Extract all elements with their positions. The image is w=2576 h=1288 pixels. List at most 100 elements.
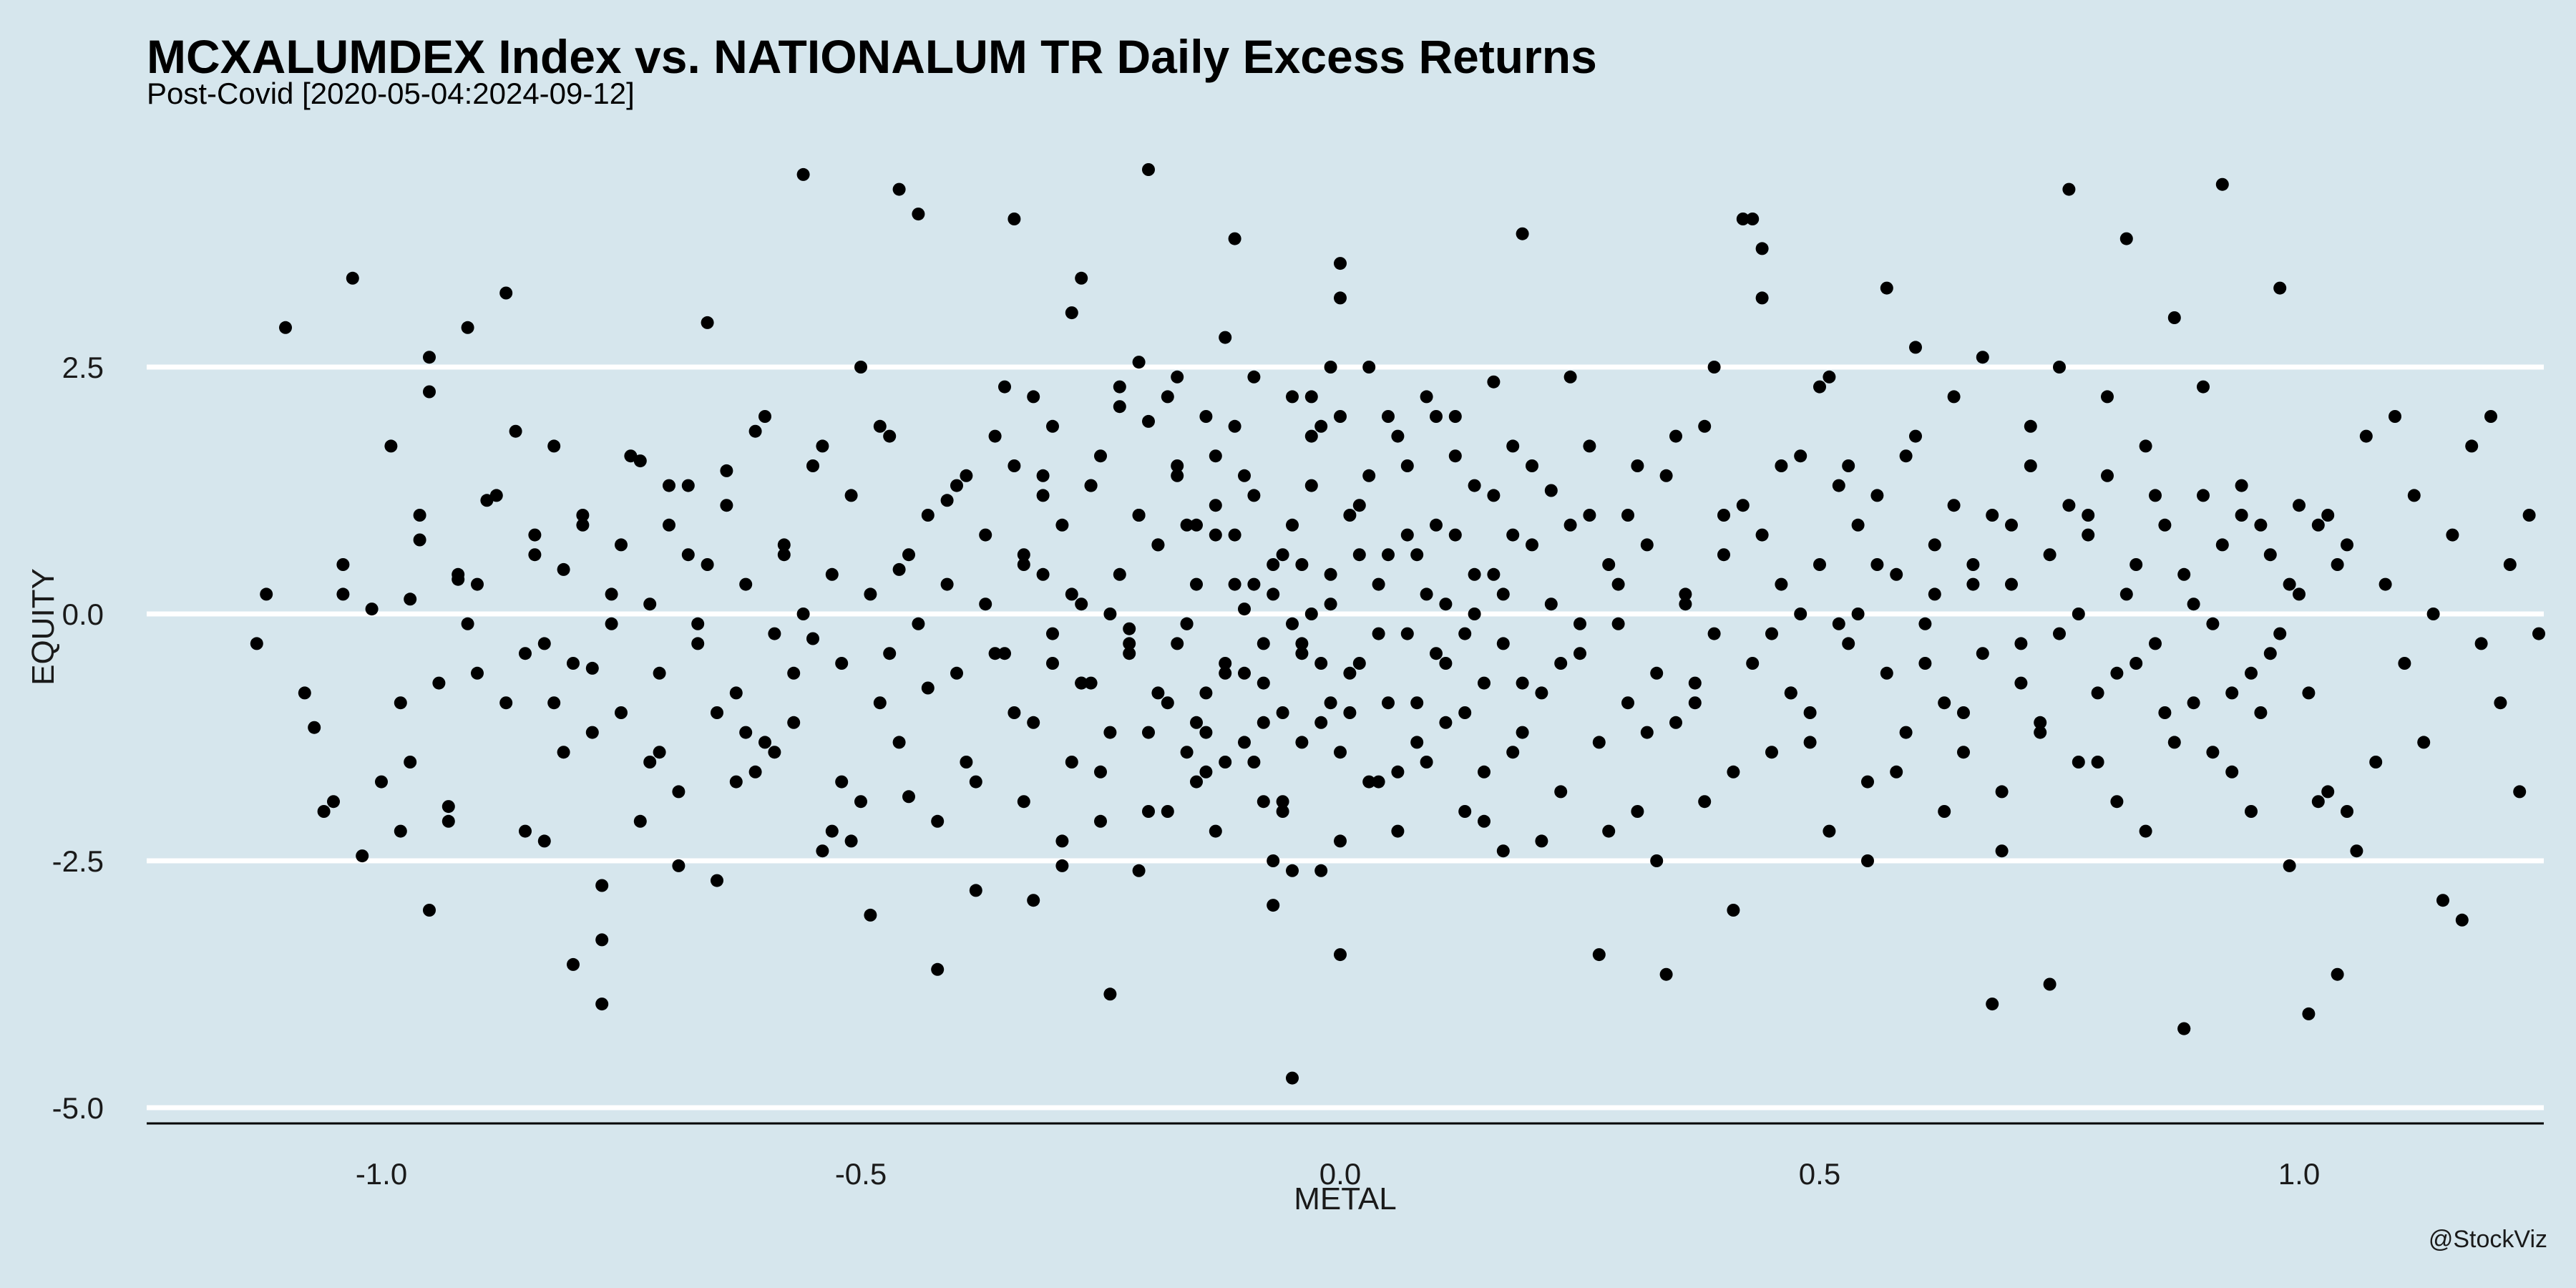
data-point — [2024, 419, 2037, 433]
data-point — [1430, 410, 1443, 423]
data-point — [2014, 637, 2028, 650]
data-point — [1755, 291, 1769, 305]
data-point — [2331, 558, 2344, 571]
data-point — [1439, 597, 1453, 611]
data-point — [1036, 469, 1050, 482]
data-point — [1506, 746, 1520, 759]
data-point — [681, 548, 695, 562]
data-point — [2072, 756, 2085, 769]
data-point — [1334, 746, 1347, 759]
data-point — [844, 489, 858, 502]
data-point — [1842, 637, 1855, 650]
data-point — [1487, 567, 1501, 581]
data-point — [1688, 696, 1702, 710]
data-point — [2014, 676, 2028, 690]
data-point — [2254, 518, 2268, 532]
data-point — [1267, 558, 1280, 571]
data-point — [528, 548, 542, 562]
data-point — [1055, 834, 1069, 848]
data-point — [1209, 449, 1222, 463]
data-point — [394, 824, 407, 838]
x-axis-title: METAL — [1294, 1181, 1396, 1216]
data-point — [1046, 627, 1059, 640]
data-point — [1736, 499, 1750, 512]
data-point — [1775, 577, 1788, 591]
data-point — [1420, 390, 1433, 404]
data-point — [2341, 538, 2353, 552]
data-point — [2043, 548, 2057, 562]
data-point — [1247, 489, 1261, 502]
data-point — [1755, 242, 1769, 255]
data-point — [1238, 602, 1251, 616]
data-point — [1286, 864, 1299, 877]
data-point — [2350, 844, 2363, 858]
data-point — [1142, 163, 1155, 176]
data-point — [2225, 686, 2239, 700]
data-point — [1324, 567, 1337, 581]
data-point — [1257, 637, 1270, 650]
data-point — [2321, 509, 2335, 522]
data-point — [1362, 361, 1376, 374]
data-point — [988, 647, 1002, 660]
data-point — [2417, 736, 2431, 749]
data-point — [1055, 859, 1069, 872]
data-point — [1813, 380, 1826, 394]
data-point — [1487, 489, 1501, 502]
data-point — [729, 775, 743, 789]
data-point — [394, 696, 407, 710]
data-point — [1746, 657, 1760, 670]
data-point — [1880, 666, 1893, 680]
data-point — [1151, 538, 1165, 552]
data-point — [2053, 627, 2066, 640]
data-point — [825, 824, 839, 838]
data-point — [1400, 528, 1414, 542]
data-point — [1382, 548, 1395, 562]
data-point — [2206, 746, 2220, 759]
data-point — [1075, 271, 1088, 285]
data-point — [1765, 627, 1778, 640]
data-point — [605, 617, 618, 630]
data-point — [864, 908, 877, 922]
data-point — [1947, 390, 1961, 404]
data-point — [643, 597, 657, 611]
data-point — [1372, 775, 1385, 789]
data-point — [892, 182, 906, 196]
data-point — [1563, 518, 1577, 532]
data-point — [1238, 469, 1251, 482]
data-point — [998, 380, 1011, 394]
data-point — [1458, 805, 1472, 818]
data-point — [2245, 805, 2258, 818]
data-point — [1592, 948, 1606, 962]
data-point — [1228, 232, 1241, 245]
data-point — [1478, 676, 1491, 690]
data-point — [1027, 390, 1040, 404]
data-point — [1343, 666, 1357, 680]
data-point — [1027, 716, 1040, 729]
data-point — [1352, 499, 1366, 512]
data-point — [441, 814, 455, 828]
data-point — [2293, 587, 2306, 601]
data-point — [1458, 627, 1472, 640]
data-point — [1506, 439, 1520, 453]
data-point — [672, 859, 686, 872]
data-point — [691, 637, 705, 650]
data-point — [2187, 597, 2200, 611]
data-point — [2311, 518, 2325, 532]
data-point — [1017, 558, 1030, 571]
data-point — [2024, 459, 2037, 472]
data-point — [2389, 410, 2401, 423]
data-point — [1611, 577, 1625, 591]
data-point — [701, 558, 714, 571]
data-point — [1228, 577, 1241, 591]
data-point — [1304, 479, 1318, 492]
data-point — [1343, 706, 1357, 719]
y-tick-label: 0.0 — [62, 597, 104, 631]
data-point — [2465, 439, 2479, 453]
data-point — [576, 518, 590, 532]
data-point — [557, 746, 570, 759]
data-point — [461, 617, 474, 630]
data-point — [547, 696, 561, 710]
data-point — [1238, 736, 1251, 749]
data-point — [1583, 439, 1596, 453]
